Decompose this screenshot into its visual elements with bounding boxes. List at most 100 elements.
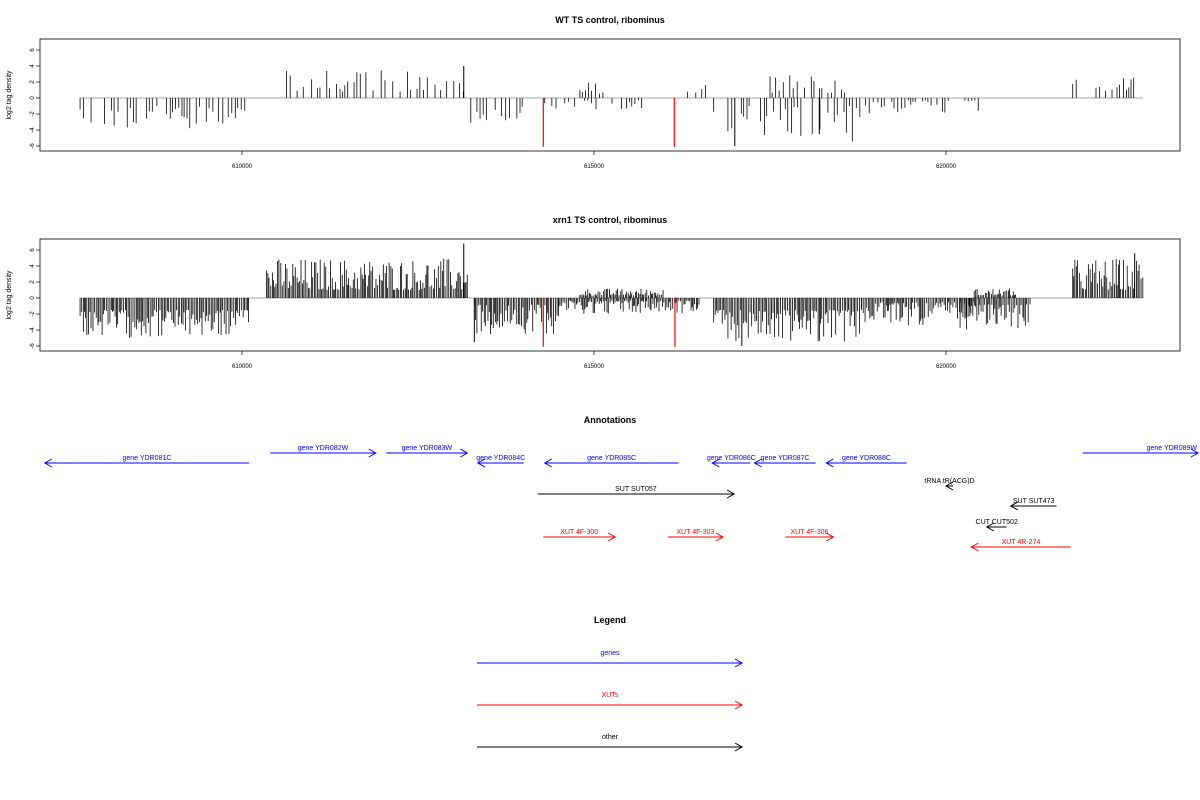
- annotation-gene: gene YDR087C: [753, 455, 816, 468]
- x-tick-label: 615000: [584, 164, 605, 170]
- x-tick-label: 610000: [232, 164, 253, 170]
- annotation-other: CUT CUT502: [976, 519, 1018, 532]
- annotation-label: SUT SUT057: [615, 486, 657, 493]
- legend-title: Legend: [594, 615, 626, 625]
- annotation-arrow-arrowhead: [43, 458, 53, 468]
- legend-arrow-arrowhead: [734, 742, 744, 752]
- annotation-label: gene YDR083W: [402, 445, 453, 452]
- annotation-label: SUT SUT473: [1013, 498, 1055, 505]
- annotation-arrow-arrowhead: [753, 458, 762, 468]
- annotation-gene: gene YDR085C: [543, 455, 679, 468]
- legend-label: genes: [600, 650, 620, 657]
- annotation-label: gene YDR081C: [123, 455, 172, 462]
- y-tick-label: -4: [30, 327, 36, 333]
- annotation-features: gene YDR081C gene YDR082W gene YDR083W gene…: [43, 445, 1200, 552]
- xrn1-plot-frame: [39, 238, 1181, 352]
- y-tick-label: -4: [30, 127, 36, 133]
- wt-panel-title: WT TS control, ribominus: [555, 15, 665, 25]
- annotation-label: gene YDR084C: [476, 455, 525, 462]
- y-tick-label: -6: [30, 143, 36, 149]
- wt-panel: WT TS control, ribominus log2 tag densit…: [6, 15, 1181, 170]
- annotations-title: Annotations: [584, 415, 637, 425]
- legend-arrow-arrowhead: [734, 658, 744, 668]
- annotation-xut: XUT 4F-300: [543, 529, 617, 542]
- annotation-label: gene YDR082W: [298, 445, 349, 452]
- annotation-label: gene YDR089W: [1147, 445, 1198, 452]
- annotation-arrow-arrowhead: [825, 458, 834, 468]
- legend-entry-xut: XUTs: [477, 692, 744, 710]
- annotation-arrow-arrowhead: [476, 458, 486, 468]
- x-tick-label: 610000: [232, 364, 253, 370]
- legend-label: other: [602, 734, 619, 741]
- xrn1-panel: xrn1 TS control, ribominus log2 tag dens…: [6, 215, 1181, 370]
- y-tick-label: -2: [30, 311, 36, 317]
- annotation-label: CUT CUT502: [976, 519, 1018, 526]
- wt-bars: [79, 66, 1144, 147]
- annotation-label: tRNA tR(ACG)D: [924, 478, 974, 485]
- annotation-arrow-arrowhead: [944, 481, 954, 491]
- annotation-xut: XUT 4F-306: [785, 529, 835, 542]
- annotation-arrow-arrowhead: [1009, 501, 1019, 511]
- y-tick-label: 6: [30, 248, 36, 252]
- annotation-gene: gene YDR081C: [43, 455, 250, 468]
- annotation-arrow-arrowhead: [460, 448, 469, 458]
- annotation-xut: XUT 4F-303: [667, 529, 724, 542]
- wt-y-axis: 6 4 2 0 -2 -4 -6: [30, 48, 40, 149]
- annotation-label: gene YDR085C: [587, 455, 636, 462]
- xrn1-y-axis-label: log2 tag density: [6, 270, 13, 320]
- xrn1-panel-title: xrn1 TS control, ribominus: [553, 215, 668, 225]
- x-tick-label: 620000: [936, 164, 957, 170]
- annotation-other: SUT SUT473: [1009, 498, 1057, 511]
- annotation-arrow-arrowhead: [985, 522, 995, 532]
- y-tick-label: 0: [30, 96, 36, 100]
- y-tick-label: 6: [30, 48, 36, 52]
- y-tick-label: 0: [30, 296, 36, 300]
- annotation-arrow-arrowhead: [543, 458, 552, 468]
- annotation-arrow-arrowhead: [711, 458, 720, 468]
- y-tick-label: 4: [30, 64, 36, 68]
- legend-entry-gene: genes: [477, 650, 744, 668]
- annotation-label: gene YDR087C: [761, 455, 810, 462]
- annotation-arrow-arrowhead: [726, 489, 736, 499]
- annotation-label: gene YDR086C: [707, 455, 756, 462]
- annotation-gene: gene YDR082W: [270, 445, 377, 458]
- y-tick-label: 2: [30, 280, 36, 284]
- xrn1-y-axis: 6 4 2 0 -2 -4 -6: [30, 248, 40, 349]
- annotation-arrow-arrowhead: [970, 542, 979, 552]
- legend-label: XUTs: [602, 692, 619, 699]
- wt-x-axis: 610000 615000 620000: [232, 151, 957, 170]
- x-tick-label: 615000: [584, 364, 605, 370]
- annotation-gene: gene YDR086C: [707, 455, 756, 468]
- annotation-other: tRNA tR(ACG)D: [924, 478, 975, 491]
- annotation-label: gene YDR088C: [842, 455, 891, 462]
- annotation-label: XUT 4F-300: [560, 529, 598, 536]
- y-tick-label: 4: [30, 264, 36, 268]
- annotation-arrow-arrowhead: [368, 448, 377, 458]
- annotation-arrow-arrowhead: [607, 532, 617, 542]
- annotation-gene: gene YDR084C: [476, 455, 525, 468]
- annotation-label: XUT 4F-303: [676, 529, 714, 536]
- x-tick-label: 620000: [936, 364, 957, 370]
- annotation-gene: gene YDR083W: [386, 445, 469, 458]
- annotation-label: XUT 4F-306: [790, 529, 828, 536]
- annotation-gene: gene YDR088C: [825, 455, 907, 468]
- y-tick-label: -2: [30, 111, 36, 117]
- annotation-gene: gene YDR089W: [1082, 445, 1200, 458]
- y-tick-label: 2: [30, 80, 36, 84]
- legend-arrow-arrowhead: [734, 700, 744, 710]
- xrn1-bars: [79, 243, 1144, 347]
- annotation-arrow-arrowhead: [826, 532, 835, 542]
- annotation-arrow-arrowhead: [715, 532, 724, 542]
- legend-entries: genes XUTs other: [477, 650, 744, 752]
- y-tick-label: -6: [30, 343, 36, 349]
- annotation-label: XUT 4R-274: [1002, 539, 1041, 546]
- annotation-arrow-arrowhead: [1190, 448, 1200, 458]
- xrn1-x-axis: 610000 615000 620000: [232, 351, 957, 370]
- legend-entry-other: other: [477, 734, 744, 752]
- legend-panel: Legend genes XUTs other: [477, 615, 744, 752]
- wt-y-axis-label: log2 tag density: [6, 70, 13, 120]
- annotation-xut: XUT 4R-274: [970, 539, 1071, 552]
- annotation-other: SUT SUT057: [537, 486, 736, 499]
